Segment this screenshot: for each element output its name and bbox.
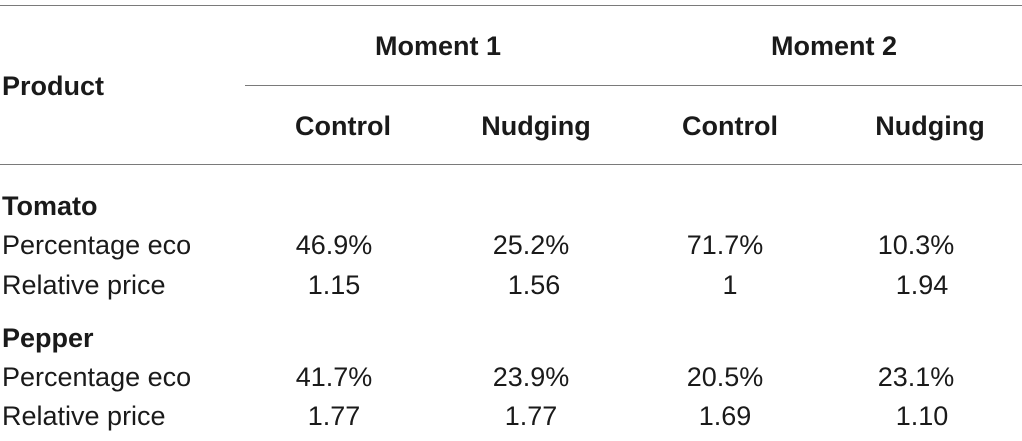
table-cell: 46.9%: [295, 230, 373, 260]
section-label-pepper: Pepper: [2, 323, 94, 353]
row-label: Relative price: [2, 401, 166, 431]
group-header-moment-2: Moment 2: [770, 31, 898, 61]
table-cell: 41.7%: [295, 362, 373, 392]
subheader-control: Control: [682, 111, 778, 141]
group-rule: [245, 85, 1022, 86]
table-cell: 10.3%: [877, 230, 955, 260]
subheader-nudging: Nudging: [481, 111, 591, 141]
table-cell: 1.15: [307, 270, 361, 300]
group-header-moment-1: Moment 1: [374, 31, 502, 61]
top-rule: [0, 5, 1022, 6]
table-cell: 25.2%: [492, 230, 570, 260]
header-bottom-rule: [0, 164, 1022, 165]
row-header-product: Product: [2, 71, 105, 101]
table-cell: 1.56: [507, 270, 561, 300]
table-cell: 23.9%: [492, 362, 570, 392]
table-cell: 1.69: [698, 401, 752, 431]
row-label: Percentage eco: [2, 362, 192, 392]
row-label: Relative price: [2, 270, 166, 300]
subheader-nudging: Nudging: [875, 111, 985, 141]
table-cell: 23.1%: [877, 362, 955, 392]
table-cell: 1.77: [504, 401, 558, 431]
section-label-tomato: Tomato: [2, 191, 98, 221]
table-cell: 1.77: [307, 401, 361, 431]
table-cell: 1.94: [895, 270, 949, 300]
subheader-control: Control: [295, 111, 391, 141]
table-cell: 71.7%: [686, 230, 764, 260]
table-cell: 1: [722, 270, 738, 300]
table-cell: 20.5%: [686, 362, 764, 392]
table-cell: 1.10: [895, 401, 949, 431]
row-label: Percentage eco: [2, 230, 192, 260]
